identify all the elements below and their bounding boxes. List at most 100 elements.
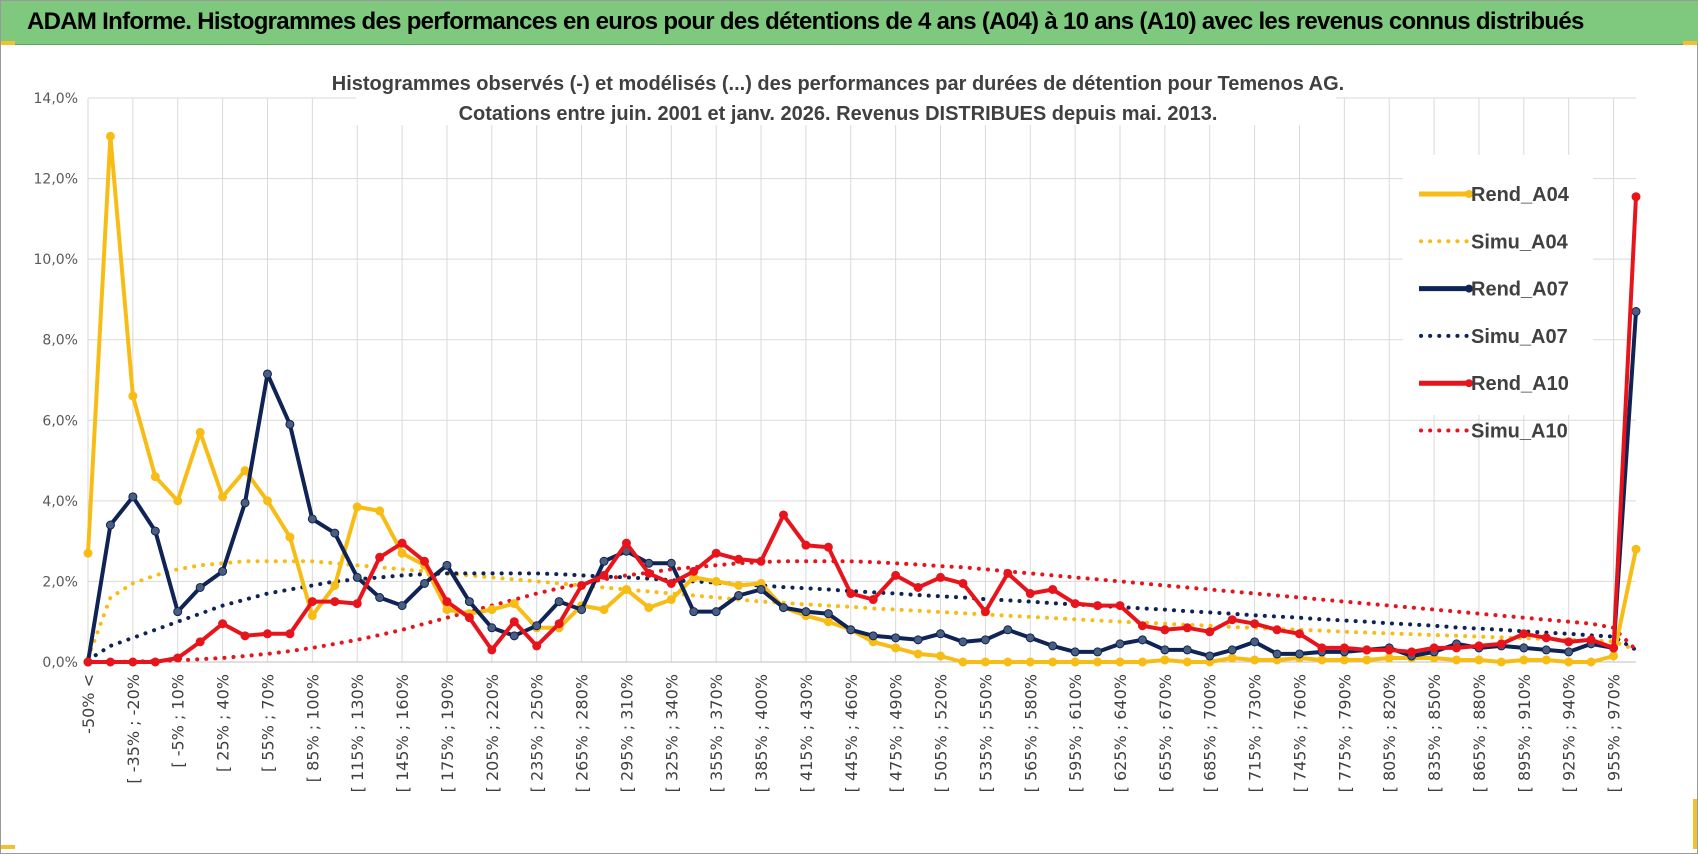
- legend-item: Rend_A10: [1419, 373, 1569, 395]
- data-point: [285, 629, 295, 639]
- data-point: [823, 617, 833, 627]
- corner-mark-top-right: [1683, 41, 1697, 45]
- data-point: [1272, 625, 1282, 635]
- y-tick-label: 2,0%: [42, 574, 78, 590]
- data-point: [1182, 657, 1192, 667]
- data-point: [1384, 653, 1394, 663]
- data-point: [936, 651, 946, 661]
- y-tick-label: 10,0%: [34, 252, 78, 268]
- x-tick-label: [ 895% ; 910%: [1515, 674, 1534, 792]
- data-point: [442, 560, 452, 570]
- data-point: [644, 558, 654, 568]
- x-tick-label: [ 625% ; 640%: [1111, 674, 1130, 792]
- data-point: [554, 619, 564, 629]
- data-point: [240, 466, 250, 476]
- data-point: [195, 427, 205, 437]
- data-point: [958, 578, 968, 588]
- x-tick-label: [ 55% ; 70%: [258, 674, 277, 772]
- chart-title-background: [356, 65, 1336, 125]
- data-point: [577, 580, 587, 590]
- legend-label: Rend_A10: [1471, 373, 1569, 395]
- data-point: [1003, 625, 1013, 635]
- data-point: [1339, 643, 1349, 653]
- data-point: [487, 605, 497, 615]
- data-point: [1137, 635, 1147, 645]
- data-point: [1250, 637, 1260, 647]
- data-point: [846, 625, 856, 635]
- data-point: [1070, 657, 1080, 667]
- data-point: [1093, 657, 1103, 667]
- x-tick-label: [ 595% ; 610%: [1066, 674, 1085, 792]
- data-point: [711, 548, 721, 558]
- data-point: [644, 568, 654, 578]
- data-point: [689, 566, 699, 576]
- data-point: [1429, 643, 1439, 653]
- data-point: [644, 603, 654, 613]
- legend-label: Simu_A04: [1471, 231, 1569, 253]
- data-point: [891, 570, 901, 580]
- data-point: [711, 576, 721, 586]
- y-tick-label: 12,0%: [34, 172, 78, 188]
- x-tick-label: [ 145% ; 160%: [393, 674, 412, 792]
- y-tick-label: 4,0%: [42, 494, 78, 510]
- data-point: [1115, 657, 1125, 667]
- data-point: [1519, 655, 1529, 665]
- data-point: [307, 597, 317, 607]
- data-point: [1115, 639, 1125, 649]
- data-point: [1294, 629, 1304, 639]
- data-point: [83, 548, 93, 558]
- x-tick-label: [ 565% ; 580%: [1021, 674, 1040, 792]
- data-point: [128, 657, 138, 667]
- data-point: [509, 631, 519, 641]
- x-tick-label: [ 655% ; 670%: [1156, 674, 1175, 792]
- data-point: [756, 584, 766, 594]
- data-point: [464, 597, 474, 607]
- report-title: ADAM Informe. Histogrammes des performan…: [27, 8, 1584, 35]
- x-tick-label: [ 805% ; 820%: [1380, 674, 1399, 792]
- data-point: [1093, 601, 1103, 611]
- data-point: [666, 558, 676, 568]
- data-point: [1025, 657, 1035, 667]
- data-point: [285, 419, 295, 429]
- data-point: [980, 635, 990, 645]
- legend-marker: [1465, 379, 1473, 388]
- data-point: [1339, 655, 1349, 665]
- data-point: [262, 629, 272, 639]
- series-line: [86, 134, 1638, 664]
- data-point: [105, 657, 115, 667]
- legend-marker: [1465, 284, 1473, 293]
- data-point: [913, 582, 923, 592]
- data-point: [1003, 568, 1013, 578]
- data-point: [397, 548, 407, 558]
- data-point: [128, 492, 138, 502]
- data-point: [1496, 639, 1506, 649]
- legend-label: Simu_A10: [1471, 421, 1568, 443]
- data-point: [980, 657, 990, 667]
- x-tick-label: [ 235% ; 250%: [528, 674, 547, 792]
- x-tick-label: [ 385% ; 400%: [752, 674, 771, 792]
- data-point: [352, 572, 362, 582]
- data-point: [509, 599, 519, 609]
- data-point: [1541, 645, 1551, 655]
- data-point: [420, 556, 430, 566]
- x-tick-label: [ 85% ; 100%: [303, 674, 322, 782]
- data-point: [420, 578, 430, 588]
- x-tick-label: [ 505% ; 520%: [932, 674, 951, 792]
- data-point: [509, 617, 519, 627]
- data-point: [823, 542, 833, 552]
- data-point: [532, 621, 542, 631]
- data-point: [1474, 641, 1484, 651]
- data-point: [487, 645, 497, 655]
- series-simu-a10: [86, 559, 1638, 664]
- data-point: [285, 532, 295, 542]
- x-tick-label: [ 745% ; 760%: [1290, 674, 1309, 792]
- series-line: [86, 559, 1638, 660]
- x-tick-label: [ 355% ; 370%: [707, 674, 726, 792]
- data-point: [1137, 657, 1147, 667]
- data-point: [1541, 633, 1551, 643]
- data-point: [105, 131, 115, 141]
- data-point: [846, 589, 856, 599]
- legend-item: Rend_A07: [1419, 279, 1569, 301]
- data-point: [173, 496, 183, 506]
- data-point: [1003, 657, 1013, 667]
